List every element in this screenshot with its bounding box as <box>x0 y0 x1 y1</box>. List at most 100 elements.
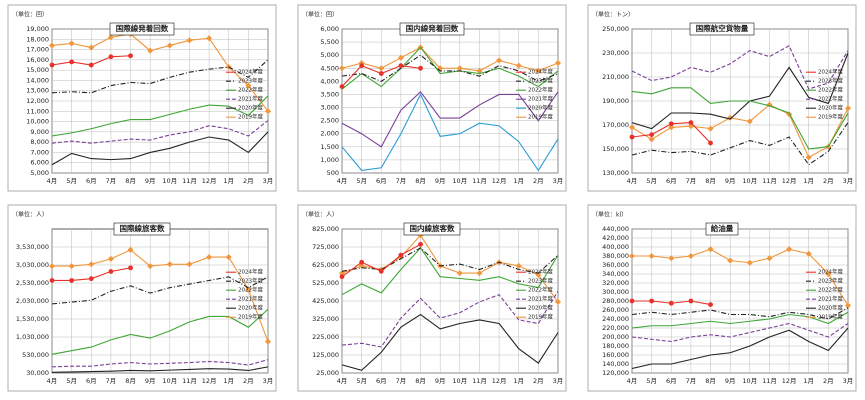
point <box>378 65 385 72</box>
point <box>359 259 365 265</box>
x-tick-label: 7月 <box>106 377 117 385</box>
series-line <box>631 327 849 370</box>
point <box>456 270 463 277</box>
y-tick-label: 825,000 <box>312 225 339 233</box>
point <box>825 271 832 277</box>
legend-label: 2020年度 <box>238 304 263 312</box>
point <box>668 255 675 262</box>
point <box>707 125 714 132</box>
x-tick-label: 8月 <box>705 377 716 385</box>
x-tick-label: 9月 <box>145 177 156 185</box>
legend-label: 2019年度 <box>238 113 263 121</box>
x-tick-label: 4月 <box>337 177 348 185</box>
y-tick-label: 380,000 <box>602 252 629 260</box>
chart-title: 国際線発着回数 <box>116 23 169 33</box>
x-tick-label: 8月 <box>415 177 426 185</box>
x-tick-label: 1月 <box>513 377 524 385</box>
y-tick-label: 160,000 <box>602 351 629 359</box>
series-line <box>51 33 269 112</box>
y-tick-label: 17,000 <box>26 46 49 54</box>
chart-title: 国内線発着回数 <box>406 23 459 33</box>
x-tick-label: 3月 <box>843 377 854 385</box>
legend-label: 2022年度 <box>238 286 263 294</box>
point <box>805 154 812 161</box>
point <box>515 262 522 269</box>
point <box>746 259 753 266</box>
point <box>845 302 851 309</box>
x-tick-label: 8月 <box>705 177 716 185</box>
series-line <box>631 103 849 159</box>
y-tick-label: 1,030,000 <box>16 333 49 341</box>
point <box>88 62 94 68</box>
y-tick-label: 5,000 <box>30 169 49 177</box>
legend-label: 2020年度 <box>818 104 843 112</box>
point <box>708 140 713 146</box>
chart-title: 国内線旅客数 <box>410 223 455 233</box>
point <box>186 37 193 44</box>
series-line <box>631 52 849 130</box>
x-tick-label: 7月 <box>106 177 117 185</box>
y-tick-label: 260,000 <box>602 306 629 314</box>
point <box>649 298 655 304</box>
series-line <box>51 359 269 368</box>
legend-label: 2024年度 <box>528 68 553 76</box>
point <box>147 263 154 270</box>
y-tick-label: 2,530,000 <box>16 279 49 287</box>
y-tick-label: 1,000 <box>320 156 339 164</box>
point <box>707 246 714 253</box>
point <box>629 134 635 140</box>
x-tick-label: 12月 <box>782 177 797 185</box>
chart: （単位：回） 500 1,000 1,500 2,000 2,500 3,000 3,500 4… <box>297 4 567 192</box>
point <box>166 42 173 49</box>
series-line <box>631 122 849 166</box>
x-tick-label: 4月 <box>627 377 638 385</box>
point <box>339 270 345 277</box>
legend-label: 2022年度 <box>818 286 843 294</box>
y-tick-label: 16,000 <box>26 56 49 64</box>
x-tick-label: 6月 <box>86 177 97 185</box>
y-tick-label: 1,500 <box>320 143 339 151</box>
series-line <box>51 120 269 144</box>
chart: （単位：kl） 120,000140,000160,000180,000200,0… <box>587 204 857 392</box>
point <box>708 302 713 307</box>
y-tick-label: 220,000 <box>602 324 629 332</box>
series-line <box>632 248 849 306</box>
y-tick-label: 725,000 <box>312 243 339 251</box>
x-tick-label: 2月 <box>243 377 254 385</box>
title-box <box>109 22 175 36</box>
series-line <box>51 308 269 355</box>
point <box>418 65 423 71</box>
series-line <box>341 247 559 296</box>
x-tick-label: 1月 <box>223 377 234 385</box>
point <box>128 53 133 59</box>
title-box <box>689 22 755 36</box>
y-tick-label: 360,000 <box>602 261 629 269</box>
point <box>688 120 694 125</box>
chart: （単位：人） 30,000 530,000 1,030,000 1,530,000 2,0… <box>7 204 277 392</box>
x-tick-label: 4月 <box>47 377 58 385</box>
y-tick-label: 10,000 <box>26 118 49 126</box>
x-tick-label: 11月 <box>762 177 777 185</box>
x-tick-label: 7月 <box>396 177 407 185</box>
y-tick-label: 19,000 <box>26 25 49 33</box>
x-tick-label: 9月 <box>145 377 156 385</box>
y-tick-label: 400,000 <box>602 243 629 251</box>
x-tick-label: 5月 <box>356 377 367 385</box>
y-tick-label: 190,000 <box>602 97 629 105</box>
point <box>629 253 635 259</box>
x-tick-label: 9月 <box>725 377 736 385</box>
point <box>688 298 694 304</box>
y-tick-label: 5,500 <box>320 38 339 46</box>
point <box>398 252 404 258</box>
point <box>476 67 483 74</box>
x-tick-label: 10月 <box>452 177 467 185</box>
legend-label: 2022年度 <box>818 86 843 94</box>
point <box>648 253 655 259</box>
legend-label: 2020年度 <box>528 304 553 312</box>
x-tick-label: 2月 <box>823 177 834 185</box>
y-tick-label: 300,000 <box>602 288 629 296</box>
point <box>555 298 561 305</box>
y-tick-label: 120,000 <box>602 369 629 377</box>
point <box>49 62 55 68</box>
point <box>127 246 134 253</box>
